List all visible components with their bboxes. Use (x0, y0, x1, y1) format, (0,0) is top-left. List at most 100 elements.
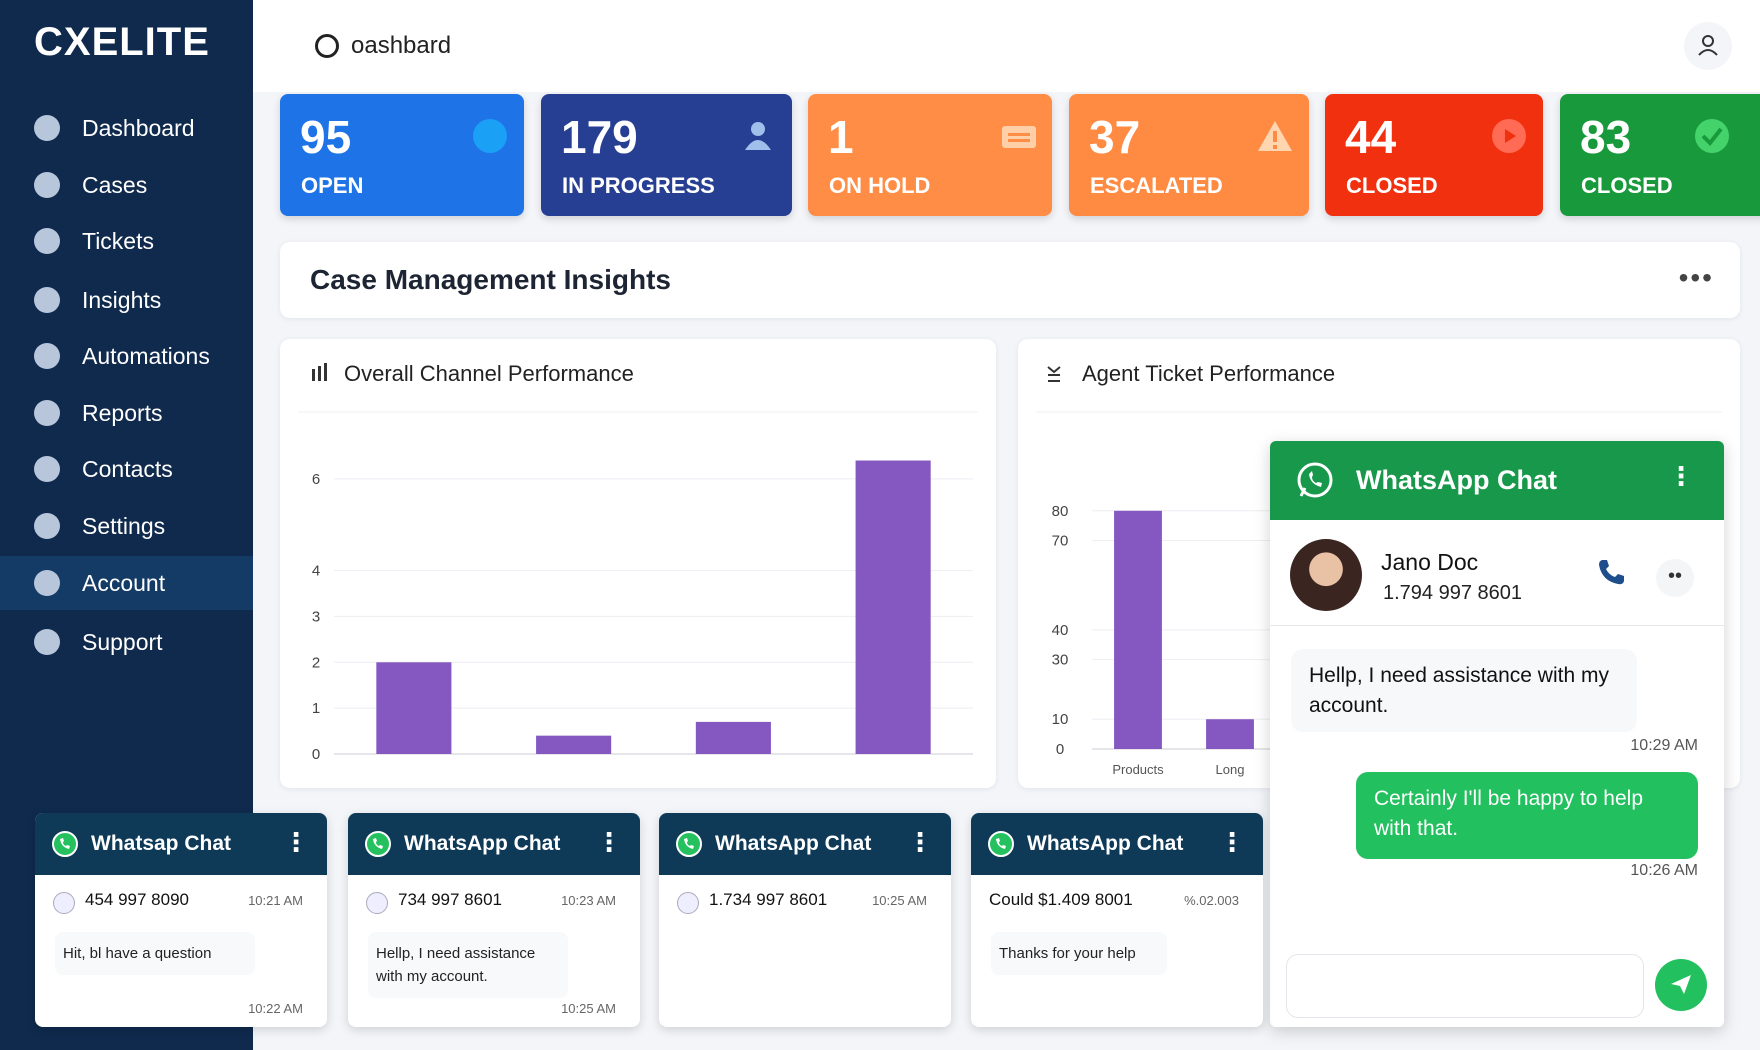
chart-title: Overall Channel Performance (344, 361, 634, 386)
title-icon (1047, 366, 1061, 382)
menu-button[interactable]: ⋮ (283, 827, 309, 857)
stat-label: IN PROGRESS (562, 173, 715, 198)
nav-item[interactable]: Contacts (0, 442, 253, 496)
icon-shape (684, 838, 694, 849)
whatsapp-icon (1297, 462, 1333, 498)
whatsapp-icon (52, 831, 78, 857)
nav-label: Account (82, 569, 166, 596)
whatsapp-icon (365, 831, 391, 857)
stat-value: 1 (828, 111, 854, 163)
stat-card[interactable]: 179 IN PROGRESS (541, 94, 792, 216)
title-icon (318, 366, 321, 381)
nav-label: Reports (82, 399, 163, 426)
incoming-message: Hellp, I need assistance with my account… (1291, 649, 1637, 732)
chart: Overall Channel Performance 6 4 3 2 1 0 (298, 361, 978, 763)
chat-card[interactable]: WhatsApp Chat ⋮ 734 997 8601 10:23 AM Hellp,… (348, 813, 640, 1027)
message-input[interactable] (1286, 954, 1644, 1018)
nav-item[interactable]: Cases (0, 158, 253, 212)
icon-shape (1008, 133, 1030, 136)
stat-value: 44 (1345, 111, 1397, 163)
chat-number: Could $1.409 8001 (989, 890, 1133, 909)
icon-shape (988, 831, 1014, 857)
bar (1206, 719, 1254, 749)
x-tick-label: Products (1112, 762, 1164, 777)
menu-button[interactable]: ⋮ (907, 827, 933, 857)
nav-item[interactable]: Settings (0, 499, 253, 553)
nav-icon (34, 513, 60, 539)
y-tick-label: 10 (1052, 711, 1069, 728)
send-icon (1671, 974, 1691, 994)
divider (1270, 625, 1724, 626)
nav-item[interactable]: Dashboard (0, 101, 253, 155)
whatsapp-icon (988, 831, 1014, 857)
chat-header: WhatsApp Chat ⋮ (971, 813, 1263, 875)
nav-item[interactable]: Automations (0, 329, 253, 383)
nav-label: Insights (82, 286, 162, 313)
nav-item[interactable]: Insights (0, 273, 253, 327)
chat-title: Whatsap Chat (91, 832, 232, 855)
chat-card[interactable]: WhatsApp Chat ⋮ 1.734 997 8601 10:25 AM (659, 813, 951, 1027)
whatsapp-header: WhatsApp Chat ⋮ (1270, 441, 1724, 520)
nav-icon (34, 400, 60, 426)
bar (695, 721, 771, 754)
chat-number: 1.734 997 8601 (709, 890, 828, 909)
nav-icon (34, 228, 60, 254)
user-icon (1698, 34, 1718, 56)
stat-card[interactable]: 1 ON HOLD (808, 94, 1052, 216)
stat-card[interactable]: 95 OPEN (280, 94, 524, 216)
nav-item[interactable]: Reports (0, 386, 253, 440)
stat-card[interactable]: 83 CLOSED (1560, 94, 1760, 216)
title-icon (312, 369, 315, 381)
stat-card[interactable]: 37 ESCALATED (1069, 94, 1309, 216)
chat-number: 734 997 8601 (398, 890, 502, 909)
contact-phone: 1.794 997 8601 (1383, 582, 1523, 604)
chat-title: WhatsApp Chat (1027, 832, 1184, 855)
more-button[interactable]: ••• (1678, 262, 1714, 293)
chat-header: Whatsap Chat ⋮ (35, 813, 327, 875)
insights-title: Case Management Insights (310, 264, 671, 295)
chat-card[interactable]: WhatsApp Chat ⋮ Could $1.409 8001 %.02.003 T… (971, 813, 1263, 1027)
chat-message: Hit, bl have a question (55, 932, 255, 975)
nav-icon (34, 287, 60, 313)
chat-card[interactable]: Whatsap Chat ⋮ 454 997 8090 10:21 AM Hit, bl… (35, 813, 327, 1027)
nav-label: Cases (82, 171, 148, 198)
stat-icon (1258, 121, 1292, 151)
nav-icon (34, 115, 60, 141)
chart-panel: Overall Channel Performance 6 4 3 2 1 0 (280, 339, 996, 788)
stat-card[interactable]: 44 CLOSED (1325, 94, 1543, 216)
user-button[interactable] (1684, 22, 1732, 70)
nav-item[interactable]: Tickets (0, 214, 253, 268)
nav-icon (34, 629, 60, 655)
more-button[interactable]: •• (1656, 559, 1694, 597)
stat-icon (1002, 126, 1036, 148)
stat-icon (1492, 119, 1526, 153)
message-time: 10:26 AM (1630, 862, 1698, 879)
y-tick-label: 4 (312, 563, 320, 580)
chart-title: Agent Ticket Performance (1082, 361, 1335, 386)
icon-shape (52, 831, 78, 857)
send-button[interactable] (1655, 959, 1707, 1011)
icon-shape (373, 838, 383, 849)
contact-name: Jano Doc (1381, 549, 1479, 575)
title-icon (315, 34, 339, 58)
menu-button[interactable]: ⋮ (1668, 461, 1694, 491)
nav-icon (34, 172, 60, 198)
stat-value: 37 (1089, 111, 1141, 163)
call-button[interactable] (1596, 557, 1626, 587)
icon-shape (1273, 131, 1277, 142)
icon-shape (1008, 139, 1030, 142)
y-tick-label: 2 (312, 654, 320, 671)
page-title-text: oashbard (351, 32, 452, 59)
nav-item[interactable]: Account (0, 556, 253, 610)
chat-message: Thanks for your help (991, 932, 1167, 975)
icon-shape (1505, 129, 1516, 143)
y-tick-label: 0 (1056, 741, 1064, 758)
whatsapp-icon (676, 831, 702, 857)
nav-item[interactable]: Support (0, 615, 253, 669)
icon-shape (60, 838, 70, 849)
outgoing-message: Certainly I'll be happy to help with tha… (1356, 772, 1698, 859)
whatsapp-panel: WhatsApp Chat ⋮ Jano Doc 1.794 997 8601 … (1270, 441, 1724, 1027)
menu-button[interactable]: ⋮ (1219, 827, 1245, 857)
stat-label: CLOSED (1581, 173, 1673, 198)
menu-button[interactable]: ⋮ (596, 827, 622, 857)
